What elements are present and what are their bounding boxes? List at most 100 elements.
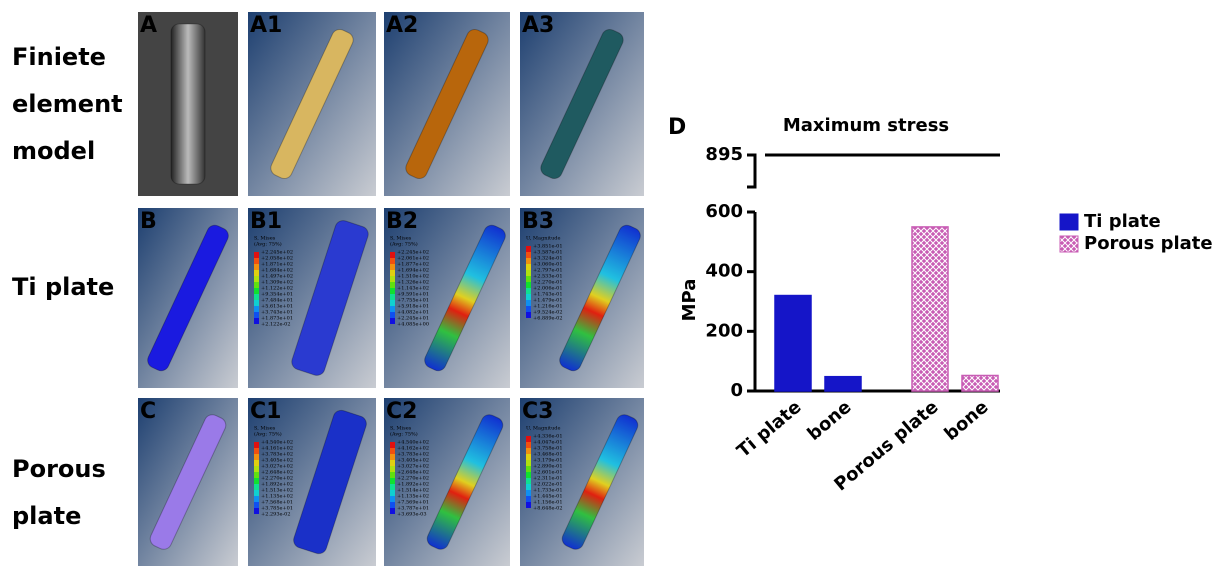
panel-label: B2 — [386, 209, 418, 234]
contour-color — [526, 436, 531, 442]
contour-color — [254, 442, 259, 448]
y-tick-label: 400 — [705, 261, 743, 282]
contour-color — [526, 294, 531, 300]
legend-value: +6.889e-02 — [533, 316, 563, 322]
panel-label: C3 — [522, 399, 553, 424]
contour-color — [254, 508, 259, 514]
chart-title: Maximum stress — [783, 115, 949, 136]
contour-color — [390, 442, 395, 448]
contour-color — [526, 472, 531, 478]
contour-color — [390, 454, 395, 460]
contour-color — [254, 282, 259, 288]
panel-label: B3 — [522, 209, 554, 234]
contour-color — [526, 312, 531, 318]
x-tick-label: Ti plate — [733, 397, 805, 462]
contour-color — [526, 258, 531, 264]
contour-color — [526, 306, 531, 312]
contour-color — [254, 454, 259, 460]
y-tick-label: 0 — [730, 380, 743, 401]
contour-color — [254, 478, 259, 484]
contour-color — [526, 442, 531, 448]
row-label: Porous — [12, 455, 106, 483]
contour-color — [390, 264, 395, 270]
contour-color — [526, 478, 531, 484]
contour-color — [526, 466, 531, 472]
y-axis-label: MPa — [679, 279, 700, 322]
contour-color — [526, 454, 531, 460]
contour-color — [526, 276, 531, 282]
legend-value: +2.293e-02 — [261, 512, 291, 518]
contour-color — [390, 294, 395, 300]
contour-color — [254, 288, 259, 294]
legend-value: +4.085e+00 — [397, 322, 429, 328]
x-tick-label: bone — [940, 397, 992, 445]
bar — [962, 375, 998, 391]
legend-swatch — [1060, 214, 1078, 230]
panel-label: D — [668, 115, 686, 140]
contour-color — [526, 246, 531, 252]
panel-label: A3 — [522, 13, 554, 38]
contour-color — [390, 460, 395, 466]
y-tick-label: 895 — [705, 144, 743, 165]
panel-label: B1 — [250, 209, 282, 234]
contour-color — [254, 264, 259, 270]
y-tick-label: 600 — [705, 201, 743, 222]
panel-label: A2 — [386, 13, 418, 38]
bar — [912, 227, 948, 391]
contour-color — [254, 318, 259, 324]
contour-color — [390, 258, 395, 264]
contour-color — [390, 508, 395, 514]
legend-swatch — [1060, 236, 1078, 252]
panel-label: C2 — [386, 399, 417, 424]
contour-color — [526, 484, 531, 490]
contour-color — [526, 270, 531, 276]
panel-label: C1 — [250, 399, 281, 424]
legend-title: (Avg: 75%) — [254, 431, 282, 438]
contour-color — [390, 306, 395, 312]
legend-title: (Avg: 75%) — [254, 241, 282, 248]
contour-color — [390, 448, 395, 454]
contour-color — [254, 258, 259, 264]
axis-break — [747, 155, 755, 187]
row-label: plate — [12, 502, 81, 530]
legend-value: +8.648e-02 — [533, 506, 563, 512]
row-label: element — [12, 90, 123, 118]
contour-color — [526, 460, 531, 466]
row-label: Ti plate — [12, 273, 114, 301]
contour-color — [526, 288, 531, 294]
bar — [775, 296, 811, 391]
y-tick-label: 200 — [705, 320, 743, 341]
contour-color — [254, 484, 259, 490]
contour-color — [526, 282, 531, 288]
contour-color — [390, 252, 395, 258]
contour-color — [254, 472, 259, 478]
legend-title: (Avg: 75%) — [390, 431, 418, 438]
contour-color — [254, 252, 259, 258]
panel-label: A — [140, 13, 157, 38]
contour-color — [254, 460, 259, 466]
panel-label: C — [140, 399, 156, 424]
contour-color — [254, 294, 259, 300]
contour-color — [390, 478, 395, 484]
legend-title: U, Magnitude — [526, 426, 560, 432]
contour-color — [390, 484, 395, 490]
legend-value: +3.693e-03 — [397, 512, 427, 518]
legend-value: +2.122e-02 — [261, 322, 291, 328]
contour-color — [390, 300, 395, 306]
contour-color — [526, 496, 531, 502]
contour-color — [254, 270, 259, 276]
contour-color — [254, 490, 259, 496]
contour-color — [254, 448, 259, 454]
figure: FinieteelementmodelTi platePorousplateAA… — [0, 0, 1223, 568]
contour-color — [390, 490, 395, 496]
contour-color — [390, 270, 395, 276]
contour-color — [526, 252, 531, 258]
legend-title: U, Magnitude — [526, 236, 560, 242]
contour-color — [526, 502, 531, 508]
contour-color — [526, 490, 531, 496]
contour-color — [254, 496, 259, 502]
contour-color — [254, 312, 259, 318]
contour-color — [390, 318, 395, 324]
panel-label: B — [140, 209, 157, 234]
contour-color — [254, 502, 259, 508]
